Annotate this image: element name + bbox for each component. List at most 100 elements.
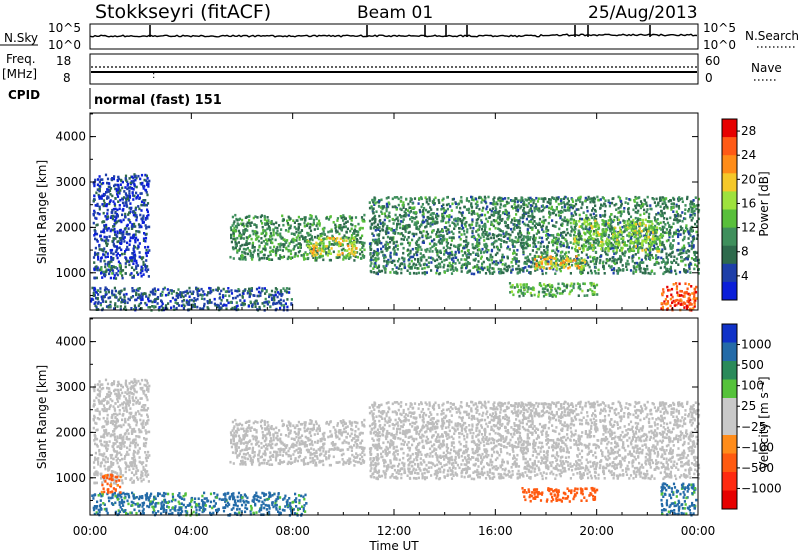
- data-cell: [634, 206, 638, 210]
- data-cell: [452, 232, 455, 236]
- data-cell: [499, 218, 502, 221]
- data-cell: [599, 207, 602, 210]
- data-cell: [287, 215, 290, 219]
- data-cell: [681, 248, 684, 251]
- data-cell: [440, 239, 443, 243]
- data-cell: [242, 232, 245, 236]
- data-cell: [137, 245, 140, 249]
- data-cell: [515, 262, 518, 265]
- data-cell: [655, 247, 658, 250]
- data-cell: [113, 245, 117, 248]
- data-cell: [484, 225, 487, 229]
- data-cell: [260, 237, 263, 240]
- data-cell: [647, 254, 650, 258]
- data-cell: [115, 189, 118, 193]
- data-cell: [546, 233, 550, 236]
- data-cell: [318, 248, 321, 252]
- data-cell: [126, 245, 129, 249]
- data-cell: [98, 189, 101, 193]
- data-cell: [251, 255, 254, 259]
- data-cell: [116, 305, 119, 308]
- nsky-label: N.Sky: [4, 31, 38, 45]
- data-cell: [443, 253, 446, 256]
- data-cell: [695, 204, 698, 207]
- data-cell: [462, 226, 465, 230]
- data-cell: [664, 261, 667, 264]
- data-cell: [374, 256, 377, 260]
- data-cell: [105, 215, 108, 219]
- data-cell: [555, 248, 558, 251]
- data-cell: [102, 181, 105, 185]
- data-cell: [118, 187, 121, 191]
- data-cell: [612, 249, 615, 253]
- data-cell: [301, 235, 304, 238]
- data-cell: [619, 230, 622, 233]
- data-cell: [348, 215, 351, 218]
- data-cell: [402, 218, 405, 221]
- data-cell: [372, 226, 375, 230]
- data-cell: [535, 259, 538, 263]
- data-cell: [658, 227, 661, 230]
- data-cell: [141, 267, 144, 270]
- data-cell: [373, 198, 376, 202]
- data-cell: [133, 253, 136, 256]
- data-cell: [298, 238, 301, 241]
- data-cell: [350, 216, 354, 219]
- data-cell: [101, 230, 104, 233]
- data-cell: [527, 202, 530, 205]
- data-cell: [480, 228, 483, 231]
- data-cell: [264, 242, 267, 245]
- data-cell: [306, 224, 309, 227]
- data-cell: [95, 191, 98, 195]
- data-cell: [145, 254, 148, 258]
- data-cell: [548, 210, 551, 214]
- data-cell: [545, 257, 548, 261]
- data-cell: [351, 252, 354, 255]
- data-cell: [627, 239, 630, 243]
- data-cell: [429, 224, 432, 228]
- data-cell: [605, 227, 608, 231]
- data-cell: [546, 236, 550, 239]
- data-cell: [659, 221, 662, 225]
- data-cell: [140, 225, 143, 229]
- data-cell: [584, 196, 587, 200]
- data-cell: [662, 220, 665, 224]
- data-cell: [313, 251, 316, 254]
- data-cell: [325, 245, 328, 248]
- data-cell: [666, 217, 669, 221]
- data-cell: [370, 258, 373, 261]
- data-cell: [551, 266, 554, 269]
- data-cell: [556, 197, 560, 201]
- data-cell: [257, 248, 260, 252]
- data-cell: [586, 198, 589, 201]
- data-cell: [597, 268, 600, 272]
- data-cell: [557, 214, 561, 217]
- data-cell: [369, 253, 372, 256]
- data-cell: [314, 215, 318, 218]
- data-cell: [376, 233, 379, 237]
- data-cell: [207, 307, 210, 311]
- data-cell: [623, 254, 626, 257]
- data-cell: [135, 259, 138, 263]
- data-cell: [607, 235, 610, 239]
- data-cell: [136, 287, 140, 291]
- data-cell: [322, 244, 325, 248]
- data-cell: [131, 256, 134, 260]
- data-cell: [522, 212, 525, 216]
- data-cell: [357, 230, 360, 234]
- data-cell: [633, 225, 636, 228]
- data-cell: [342, 255, 345, 259]
- data-cell: [354, 216, 358, 219]
- data-cell: [241, 218, 244, 222]
- data-cell: [592, 233, 595, 236]
- data-cell: [404, 208, 408, 211]
- data-cell: [684, 212, 687, 215]
- data-cell: [675, 257, 679, 261]
- data-cell: [510, 271, 513, 274]
- date-title: 25/Aug/2013: [588, 3, 698, 23]
- data-cell: [103, 239, 106, 243]
- power-data: [90, 173, 701, 312]
- data-cell: [107, 227, 110, 230]
- data-cell: [486, 268, 489, 272]
- data-cell: [378, 241, 382, 245]
